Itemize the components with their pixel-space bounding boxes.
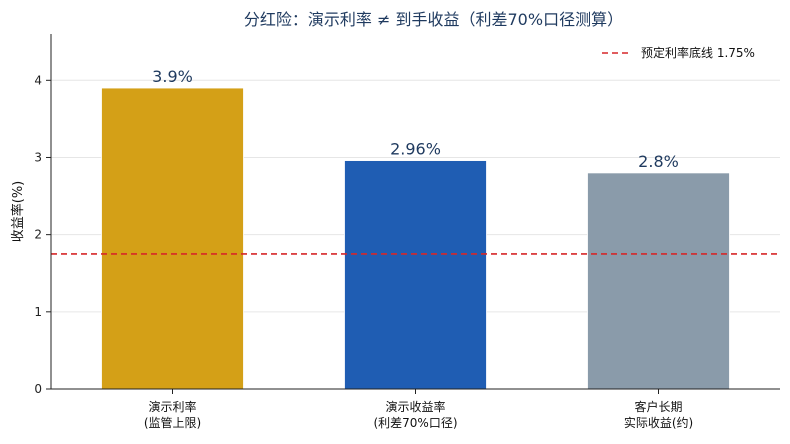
x-tick-label: 客户长期	[634, 399, 682, 414]
bar-value-label: 3.9%	[152, 67, 193, 86]
bar-value-label: 2.8%	[638, 152, 679, 171]
x-tick-label: 实际收益(约)	[624, 415, 693, 430]
y-tick-label: 2	[34, 228, 42, 242]
bar-value-label: 2.96%	[390, 140, 441, 159]
y-tick-label: 1	[34, 305, 42, 319]
y-axis-label: 收益率(%)	[10, 181, 26, 243]
bar[interactable]	[587, 172, 730, 390]
x-tick-label: (监管上限)	[144, 415, 201, 430]
chart-title: 分红险：演示利率 ≠ 到手收益（利差70%口径测算）	[244, 10, 623, 29]
x-tick-label: (利差70%口径)	[373, 416, 457, 430]
bar[interactable]	[344, 160, 487, 390]
x-tick-label: 演示利率	[148, 399, 196, 414]
x-tick-label: 演示收益率	[385, 399, 445, 414]
bar[interactable]	[101, 87, 244, 390]
legend-label: 预定利率底线 1.75%	[641, 45, 755, 60]
y-tick-label: 4	[34, 73, 42, 87]
y-tick-label: 0	[34, 382, 42, 396]
y-tick-label: 3	[34, 150, 42, 164]
